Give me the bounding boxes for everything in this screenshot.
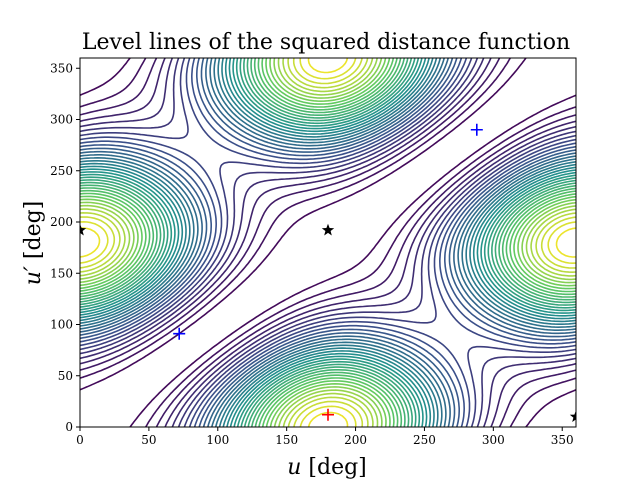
contour-level-line	[80, 58, 576, 427]
contour-level-line	[80, 58, 576, 427]
contour-level-line	[80, 58, 576, 427]
contour-level-line	[80, 58, 576, 427]
y-tick-label: 350	[50, 61, 73, 75]
plus-marker	[470, 123, 483, 136]
contour-level-line	[80, 58, 576, 427]
contour-level-line	[80, 58, 576, 427]
x-axis-unit: [deg]	[301, 455, 366, 480]
x-tick-label: 350	[551, 433, 574, 447]
contour-level-line	[80, 58, 576, 427]
contour-level-line	[80, 58, 576, 427]
contour-level-line	[80, 58, 576, 427]
contour-level-line	[80, 58, 576, 427]
contour-level-line	[80, 58, 576, 427]
contour-lines	[80, 58, 576, 427]
y-axis-ticks: 0 50 100 150 200 250 300 350	[50, 61, 80, 434]
contour-level-line	[80, 58, 576, 427]
y-axis-variable: u′	[21, 266, 46, 285]
y-axis-label: u′ [deg]	[21, 201, 46, 286]
star-marker	[80, 223, 87, 236]
plot-frame	[79, 57, 577, 428]
contour-level-line	[80, 58, 576, 427]
contour-level-line	[80, 58, 576, 427]
contour-level-line	[80, 58, 576, 427]
contour-level-line	[80, 58, 576, 427]
x-axis-variable: u	[287, 455, 301, 480]
contour-level-line	[80, 58, 576, 427]
contour-level-line	[80, 58, 576, 427]
contour-level-line	[80, 58, 576, 427]
contour-level-line	[80, 58, 576, 427]
x-tick-label: 150	[275, 433, 298, 447]
star-marker	[569, 410, 576, 422]
chart-title: Level lines of the squared distance func…	[82, 30, 570, 55]
y-tick-label: 150	[50, 266, 73, 280]
contour-level-line	[80, 58, 576, 427]
x-tick-label: 250	[413, 433, 436, 447]
plot-area	[80, 58, 576, 427]
contour-level-line	[80, 58, 576, 427]
plus-marker	[173, 327, 186, 340]
contour-level-line	[80, 58, 576, 427]
y-tick-label: 300	[50, 113, 73, 127]
contour-level-line	[80, 58, 576, 427]
y-tick-label: 100	[50, 318, 73, 332]
star-marker	[321, 223, 335, 236]
contour-level-line	[80, 58, 576, 427]
contour-level-line	[80, 58, 576, 427]
plus-marker	[322, 408, 334, 421]
x-tick-label: 100	[206, 433, 229, 447]
y-tick-label: 250	[50, 164, 73, 178]
y-tick-label: 200	[50, 215, 73, 229]
contour-level-line	[80, 58, 576, 427]
x-tick-label: 300	[482, 433, 505, 447]
x-tick-label: 200	[344, 433, 367, 447]
x-axis-ticks: 0 50 100 150 200 250 300 350	[76, 427, 574, 447]
x-axis-label: u [deg]	[287, 455, 367, 480]
y-tick-label: 0	[65, 420, 73, 434]
contour-level-line	[80, 58, 576, 427]
contour-level-line	[80, 58, 576, 427]
y-tick-label: 50	[58, 369, 73, 383]
contour-level-line	[80, 58, 576, 427]
contour-level-line	[80, 58, 576, 427]
contour-level-line	[80, 58, 576, 427]
contour-level-line	[80, 58, 576, 427]
contour-level-line	[80, 58, 576, 427]
contour-level-line	[80, 58, 576, 427]
x-tick-label: 50	[141, 433, 156, 447]
x-tick-label: 0	[76, 433, 84, 447]
y-axis-unit: [deg]	[21, 201, 46, 266]
marker-layer	[80, 123, 576, 422]
